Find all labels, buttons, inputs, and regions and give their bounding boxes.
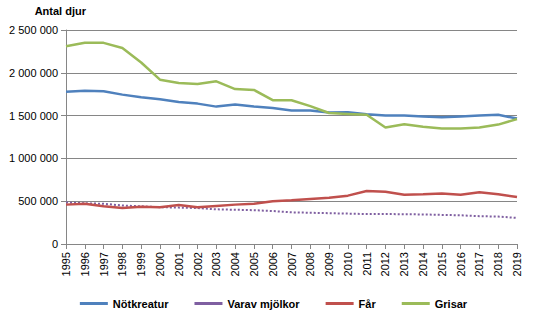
svg-text:Får: Får — [359, 298, 377, 310]
svg-text:1 500 000: 1 500 000 — [9, 110, 58, 122]
svg-text:1996: 1996 — [79, 252, 91, 276]
svg-text:1998: 1998 — [116, 252, 128, 276]
svg-text:2016: 2016 — [455, 252, 467, 276]
svg-text:1995: 1995 — [60, 252, 72, 276]
svg-text:2015: 2015 — [436, 252, 448, 276]
svg-text:2000: 2000 — [154, 252, 166, 276]
svg-text:2018: 2018 — [492, 252, 504, 276]
svg-text:2 500 000: 2 500 000 — [9, 24, 58, 36]
svg-text:2017: 2017 — [473, 252, 485, 276]
svg-text:2006: 2006 — [267, 252, 279, 276]
svg-text:Varav mjölkor: Varav mjölkor — [227, 298, 300, 310]
svg-text:2002: 2002 — [192, 252, 204, 276]
svg-text:2008: 2008 — [304, 252, 316, 276]
svg-text:2013: 2013 — [398, 252, 410, 276]
svg-text:1999: 1999 — [135, 252, 147, 276]
svg-text:2012: 2012 — [379, 252, 391, 276]
svg-text:Grisar: Grisar — [435, 298, 468, 310]
svg-text:2007: 2007 — [286, 252, 298, 276]
svg-text:2011: 2011 — [361, 252, 373, 276]
svg-text:2004: 2004 — [229, 252, 241, 276]
svg-text:1997: 1997 — [98, 252, 110, 276]
svg-text:Nötkreatur: Nötkreatur — [113, 298, 169, 310]
svg-text:2010: 2010 — [342, 252, 354, 276]
svg-text:500 000: 500 000 — [18, 195, 58, 207]
svg-text:2009: 2009 — [323, 252, 335, 276]
svg-text:1 000 000: 1 000 000 — [9, 152, 58, 164]
svg-text:2005: 2005 — [248, 252, 260, 276]
svg-text:2001: 2001 — [173, 252, 185, 276]
svg-text:2014: 2014 — [417, 252, 429, 276]
svg-text:2 000 000: 2 000 000 — [9, 67, 58, 79]
svg-text:2003: 2003 — [210, 252, 222, 276]
svg-text:Antal djur: Antal djur — [35, 5, 87, 17]
svg-text:0: 0 — [52, 238, 58, 250]
svg-text:2019: 2019 — [511, 252, 523, 276]
